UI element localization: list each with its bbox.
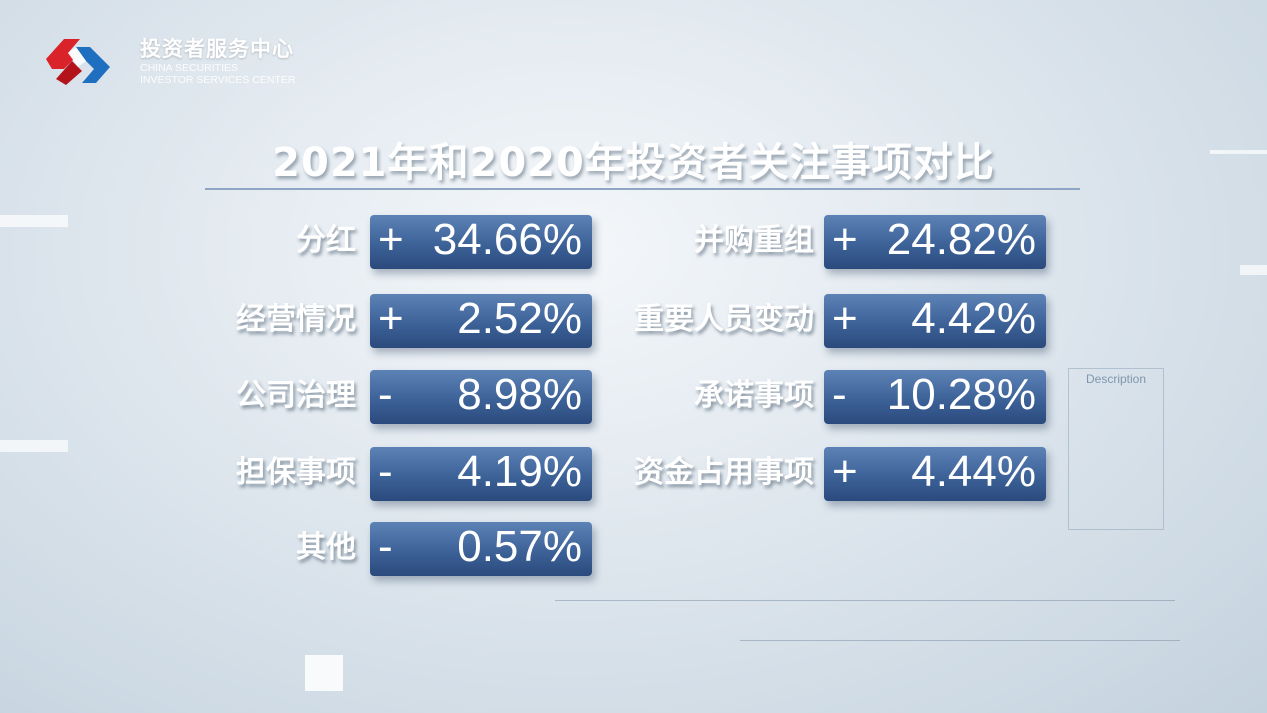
change-percent: 34.66% [432,215,582,264]
change-value-box: +4.44% [824,447,1046,501]
change-value-box: +4.42% [824,294,1046,348]
change-sign: + [832,447,858,496]
decor-line [555,600,1175,601]
decor-bar [1240,265,1267,275]
item-label: 其他 [296,530,356,565]
change-value-box: - 4.19% [370,447,592,501]
item-label: 承诺事项 [694,378,814,413]
change-value-box: -10.28% [824,370,1046,424]
page-title: 2021年和2020年投资者关注事项对比 [272,140,995,186]
change-percent: 4.42% [911,294,1036,343]
change-value-box: - 8.98% [370,370,592,424]
description-label: Description [1086,372,1147,386]
change-sign: + [832,215,858,264]
decor-bar [0,215,68,227]
decor-panel [1068,368,1164,530]
change-percent: 8.98% [457,370,582,419]
item-label: 公司治理 [236,378,356,413]
change-sign: + [378,215,404,264]
change-sign: - [378,447,393,496]
change-sign: - [378,522,393,571]
change-value-box: +34.66% [370,215,592,269]
decor-line [740,640,1180,641]
title-divider [205,188,1080,190]
decor-bar [0,440,68,452]
item-label: 经营情况 [236,302,356,337]
change-sign: - [832,370,847,419]
brand-name-en: CHINA SECURITIES INVESTOR SERVICES CENTE… [140,62,295,86]
change-percent: 2.52% [457,294,582,343]
change-sign: + [832,294,858,343]
change-value-box: - 0.57% [370,522,592,576]
change-percent: 0.57% [457,522,582,571]
decor-square [305,655,343,691]
change-percent: 4.19% [457,447,582,496]
item-label: 资金占用事项 [634,455,814,490]
change-percent: 4.44% [911,447,1036,496]
item-label: 重要人员变动 [634,302,814,337]
item-label: 并购重组 [694,223,814,258]
item-label: 担保事项 [236,455,356,490]
csisc-logo-icon [46,39,110,85]
change-value-box: +24.82% [824,215,1046,269]
change-percent: 10.28% [886,370,1036,419]
brand-name-cn: 投资者服务中心 [140,37,294,61]
brand-name-en-line1: CHINA SECURITIES [140,62,239,74]
change-sign: + [378,294,404,343]
change-sign: - [378,370,393,419]
decor-bar [1210,150,1267,154]
change-percent: 24.82% [886,215,1036,264]
item-label: 分红 [296,223,356,258]
change-value-box: +2.52% [370,294,592,348]
brand-name-en-line2: INVESTOR SERVICES CENTER [140,74,296,86]
